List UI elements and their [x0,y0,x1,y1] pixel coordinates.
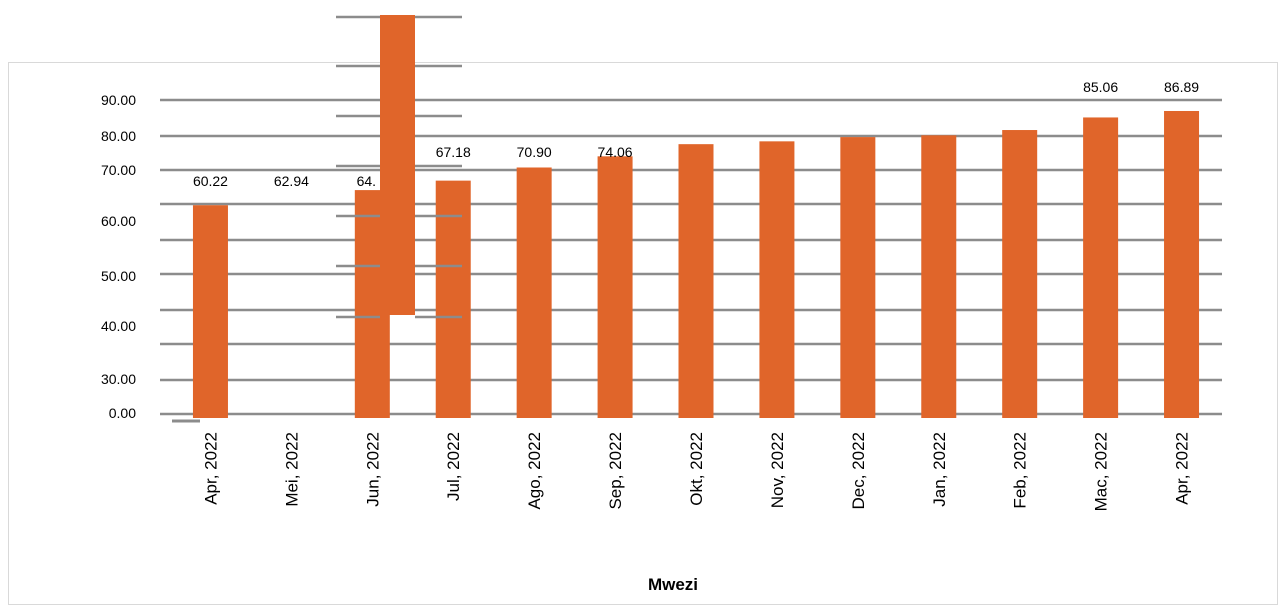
bar [679,144,714,418]
bar [840,137,875,418]
x-axis-title: Mwezi [648,575,698,594]
bar [598,156,633,418]
bar [1164,111,1199,418]
category-label: Jul, 2022 [444,432,463,501]
data-label: 67.18 [436,144,471,160]
category-label: Apr, 2022 [1173,432,1192,505]
category-label: Dec, 2022 [849,432,868,510]
overlay-bar [380,15,415,315]
category-label: Nov, 2022 [768,432,787,508]
data-label: 74.06 [598,144,633,160]
category-label: Mei, 2022 [282,432,301,507]
data-label: 86.89 [1164,79,1199,95]
bar [921,135,956,418]
category-label: Mac, 2022 [1092,432,1111,511]
bar [193,205,228,418]
bar [1083,117,1118,418]
category-label: Apr, 2022 [201,432,220,505]
data-label: 64. [357,173,376,189]
category-label: Sep, 2022 [606,432,625,510]
category-label: Jan, 2022 [930,432,949,507]
bar [759,141,794,418]
category-label: Feb, 2022 [1011,432,1030,509]
y-tick-label: 90.00 [101,92,136,108]
y-tick-label: 30.00 [101,371,136,387]
bars [193,111,1199,418]
y-axis-tick-labels: 90.00 80.00 70.00 60.00 50.00 40.00 30.00 0.00 [101,92,136,421]
y-tick-label: 40.00 [101,318,136,334]
y-tick-label: 80.00 [101,128,136,144]
data-label: 70.90 [517,144,552,160]
data-label: 85.06 [1083,79,1118,95]
bar [517,167,552,418]
x-axis-category-labels: Apr, 2022 Mei, 2022 Jun, 2022 Jul, 2022 Ago,… [201,432,1191,511]
category-label: Okt, 2022 [687,432,706,506]
y-tick-label: 0.00 [109,405,136,421]
y-tick-label: 70.00 [101,162,136,178]
y-tick-label: 50.00 [101,268,136,284]
bar [1002,130,1037,418]
category-label: Ago, 2022 [525,432,544,510]
y-tick-label: 60.00 [101,213,136,229]
data-label: 62.94 [274,173,309,189]
category-label: Jun, 2022 [363,432,382,507]
data-label: 60.22 [193,173,228,189]
